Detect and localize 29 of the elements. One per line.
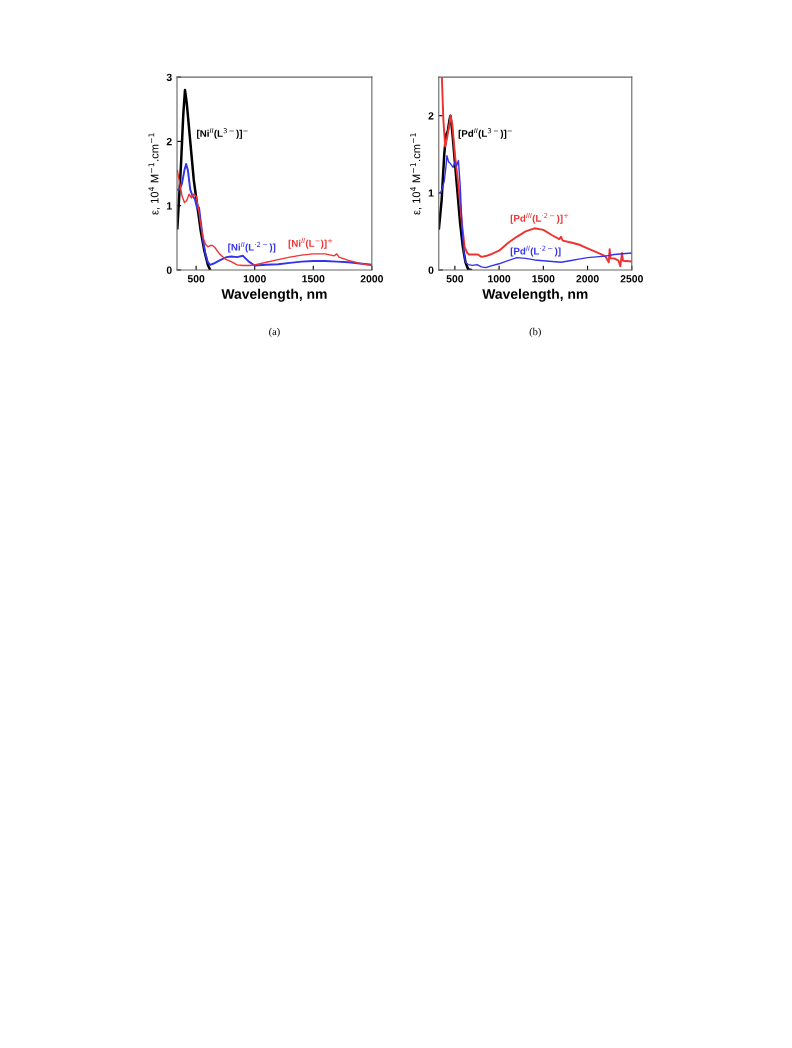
x-tick-label: 2000 [576,275,599,283]
x-axis-title: Wavelength, nm [482,288,588,302]
x-tick-label: 1500 [532,275,555,283]
x-tick-label: 500 [446,275,464,283]
y-tick-label: 2 [166,137,172,146]
y-tick-label: 1 [167,202,172,210]
y-tick-label: 3 [166,73,172,82]
text: (a) [269,327,280,338]
y-axis-title: ε, 10$^{4}$ M$^{−1}$.cm$^{−1}$ [410,133,422,215]
y-tick-label: 1 [428,189,434,197]
x-tick-label: 1000 [243,275,266,283]
series-label: [Ni$^{II}$(L$^{·2−}$)] [228,241,276,253]
series-label: [Ni$^{II}$(L$^{3−}$)]$^{−}$ [197,128,248,139]
y-axis-title: ε, 10$^{4}$ M$^{−1}$.cm$^{−1}$ [148,133,160,215]
x-tick-label: 2000 [360,275,383,283]
line-series [440,77,632,268]
series-label: [Ni$^{II}$(L$^{−}$)]$^{+}$ [288,238,333,249]
y-tick-label: 2 [428,112,434,120]
x-tick-label: 500 [187,275,205,283]
x-tick-label: 1000 [488,275,511,283]
series-label: [Pd$^{II}$(L$^{·2−}$)] [510,245,561,257]
x-tick-label: 1500 [302,275,325,283]
series-label: [Pd$^{III}$(L$^{·2−}$)]$^{+}$ [510,212,569,224]
series-label: [Pd$^{II}$(L$^{3−}$)]$^{−}$ [458,128,512,139]
y-tick-label: 0 [166,266,172,274]
x-tick-label: 2500 [620,275,643,283]
text: (b) [529,327,541,338]
y-tick-label: 0 [428,266,434,274]
x-axis-title: Wavelength, nm [221,288,327,302]
